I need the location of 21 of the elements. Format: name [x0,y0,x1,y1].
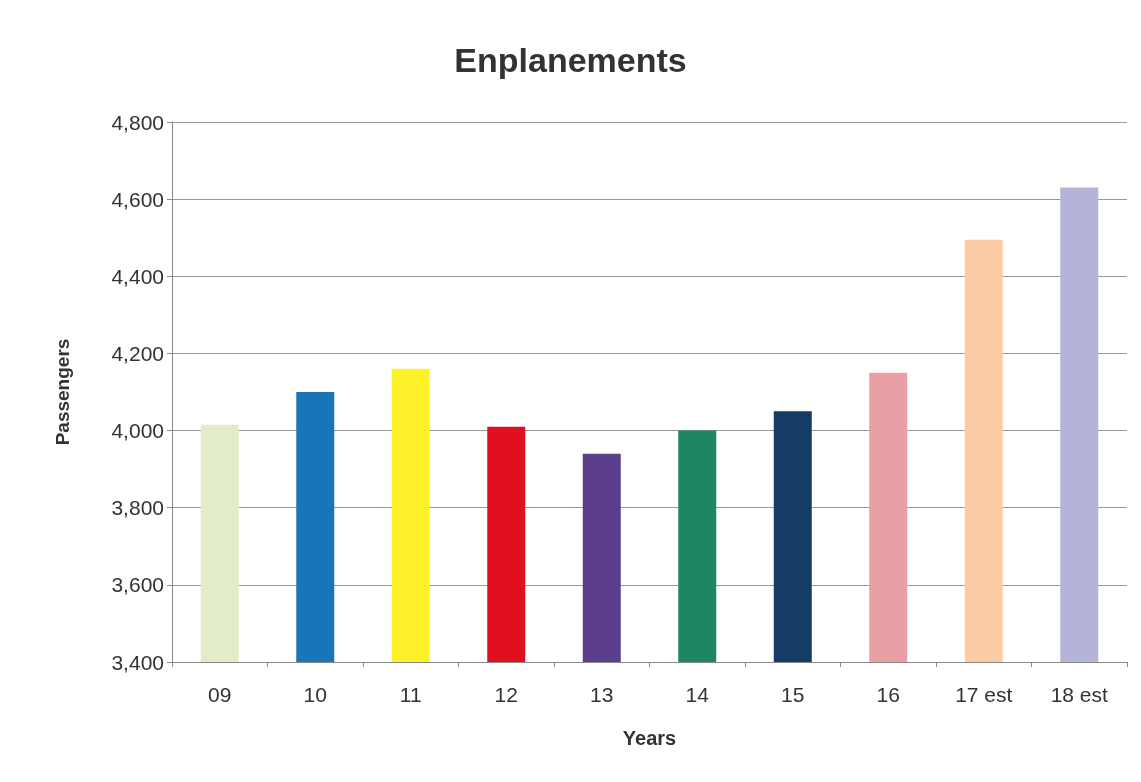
y-tick-label: 4,800 [111,110,164,134]
y-tick-label: 3,400 [111,650,164,674]
x-tick-label: 15 [781,683,805,706]
x-tick-label: 09 [208,683,232,706]
x-tick-label: 17 est [955,683,1013,706]
y-tick-label: 4,000 [111,419,164,443]
y-tick-label: 4,200 [111,341,164,365]
x-tick-label: 16 [876,683,900,706]
x-tick-label: 14 [685,683,710,706]
y-axis-title: Passengers [52,338,73,446]
x-tick-label: 10 [303,683,327,706]
y-tick-label: 3,800 [111,496,164,520]
y-tick-label: 4,600 [111,187,164,211]
chart-title: Enplanements [454,41,687,79]
y-tick-label: 3,600 [111,573,164,597]
x-tick-label: 11 [399,683,422,706]
x-tick-label: 12 [494,683,518,706]
y-tick-label: 4,400 [111,264,164,288]
x-tick-label: 18 est [1050,683,1109,706]
x-tick-label: 13 [590,683,614,706]
x-axis-title: Years [622,727,677,749]
